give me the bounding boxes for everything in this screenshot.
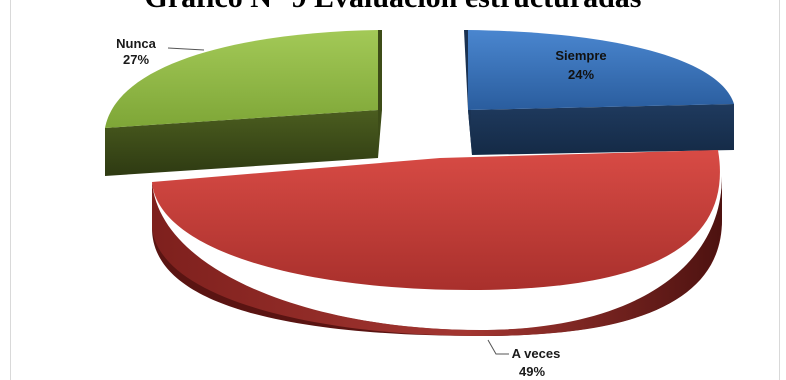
pie-slice-nunca <box>105 30 382 176</box>
percent-nunca: 27% <box>123 52 149 67</box>
pie-slice-a-veces <box>152 150 722 336</box>
label-siempre: Siempre <box>555 48 606 63</box>
leader-line-nunca <box>167 47 205 51</box>
percent-siempre: 24% <box>568 67 594 82</box>
pie-slice-siempre <box>464 30 734 155</box>
chart-title: Gráfico N° 9 Evaluación estructuradas <box>0 0 786 15</box>
label-nunca: Nunca <box>116 36 157 51</box>
leader-line-a-veces <box>487 339 509 355</box>
label-a-veces: A veces <box>512 346 561 361</box>
percent-a-veces: 49% <box>519 364 545 379</box>
chart-frame <box>10 0 780 380</box>
